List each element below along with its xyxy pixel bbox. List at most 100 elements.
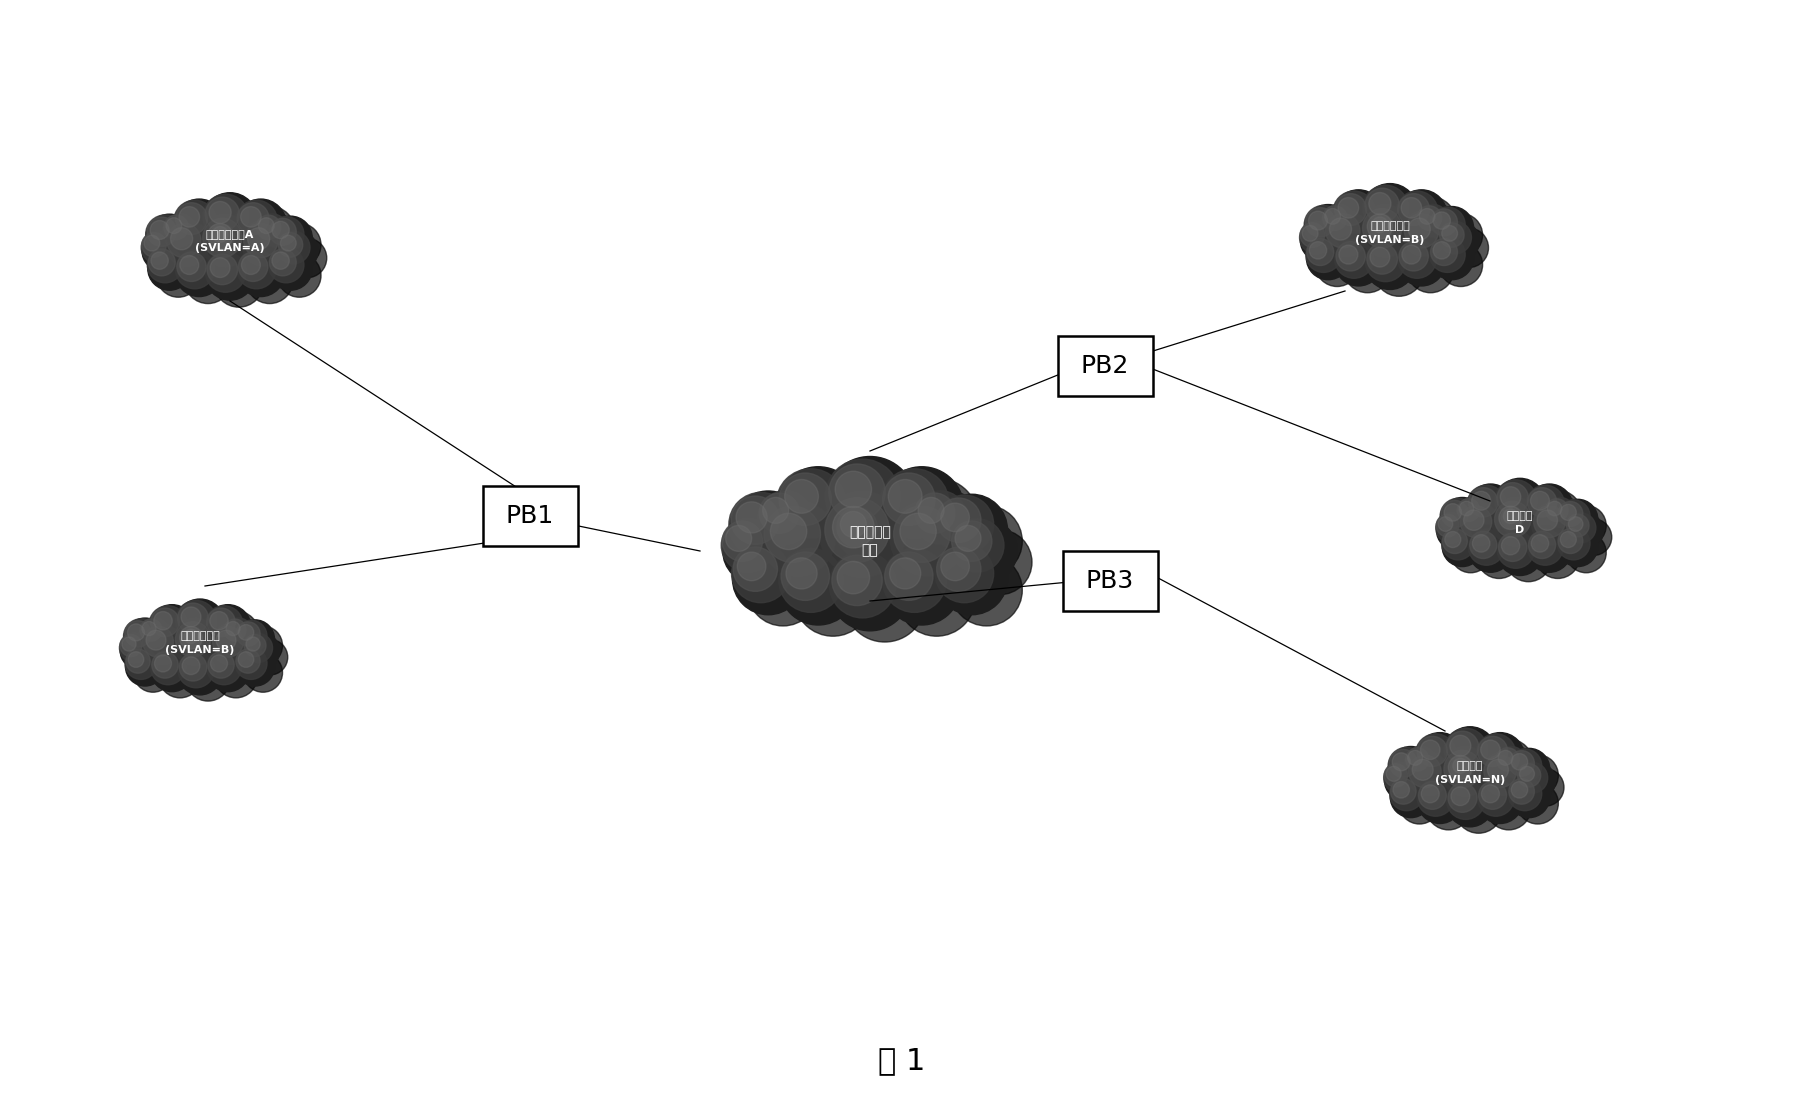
Circle shape	[1557, 499, 1598, 540]
Circle shape	[1306, 237, 1342, 272]
Circle shape	[1422, 784, 1440, 803]
Circle shape	[942, 503, 969, 532]
Circle shape	[824, 498, 889, 562]
Circle shape	[1393, 781, 1409, 798]
Circle shape	[1440, 221, 1472, 253]
Circle shape	[1450, 754, 1488, 792]
Circle shape	[1362, 209, 1402, 248]
Circle shape	[224, 619, 245, 641]
Circle shape	[1449, 503, 1492, 548]
Text: PB2: PB2	[1081, 354, 1129, 378]
Circle shape	[1431, 207, 1474, 250]
Circle shape	[244, 223, 278, 258]
Circle shape	[173, 221, 213, 260]
Circle shape	[1398, 241, 1429, 271]
Circle shape	[1331, 211, 1371, 251]
Circle shape	[1490, 496, 1550, 554]
Circle shape	[1533, 490, 1582, 538]
Circle shape	[722, 521, 763, 561]
Circle shape	[1477, 779, 1514, 817]
Circle shape	[1447, 731, 1479, 763]
Circle shape	[143, 231, 182, 271]
Circle shape	[1396, 753, 1441, 798]
Circle shape	[936, 547, 981, 591]
Circle shape	[776, 469, 846, 538]
Circle shape	[249, 226, 305, 281]
Circle shape	[157, 611, 204, 657]
Circle shape	[1418, 206, 1441, 230]
Circle shape	[1418, 779, 1454, 817]
Circle shape	[126, 649, 150, 673]
Circle shape	[175, 249, 224, 297]
Circle shape	[1463, 510, 1485, 530]
Circle shape	[1371, 190, 1427, 246]
Circle shape	[213, 627, 244, 657]
Circle shape	[124, 621, 152, 647]
Circle shape	[918, 498, 943, 523]
Circle shape	[157, 253, 200, 298]
Circle shape	[770, 513, 806, 550]
Circle shape	[832, 556, 882, 605]
Circle shape	[954, 526, 981, 551]
Circle shape	[1490, 758, 1542, 810]
Circle shape	[148, 624, 184, 660]
Text: PB3: PB3	[1086, 569, 1135, 593]
Circle shape	[889, 501, 965, 575]
Circle shape	[280, 236, 296, 251]
Circle shape	[121, 633, 155, 669]
Circle shape	[1322, 206, 1348, 230]
Circle shape	[1467, 484, 1514, 531]
Circle shape	[1485, 755, 1517, 788]
Circle shape	[837, 507, 877, 548]
Circle shape	[1443, 529, 1467, 553]
Circle shape	[1387, 748, 1425, 784]
Circle shape	[1436, 513, 1474, 549]
Circle shape	[1339, 246, 1358, 264]
Circle shape	[785, 480, 819, 513]
Circle shape	[1310, 228, 1349, 268]
Circle shape	[913, 491, 967, 544]
Circle shape	[200, 214, 251, 267]
Circle shape	[1445, 729, 1486, 771]
Circle shape	[779, 547, 857, 625]
Circle shape	[1512, 781, 1528, 798]
Circle shape	[207, 652, 235, 678]
Circle shape	[1532, 503, 1573, 546]
Circle shape	[1414, 752, 1452, 790]
Circle shape	[124, 618, 166, 661]
Circle shape	[1533, 506, 1566, 538]
Circle shape	[1369, 214, 1394, 239]
Circle shape	[1499, 533, 1526, 561]
Circle shape	[1508, 777, 1550, 818]
Circle shape	[186, 657, 231, 701]
Circle shape	[269, 217, 303, 252]
Circle shape	[747, 554, 819, 625]
Circle shape	[1459, 501, 1474, 516]
Circle shape	[128, 652, 144, 668]
Circle shape	[218, 230, 258, 269]
Circle shape	[1530, 491, 1550, 510]
Circle shape	[1467, 503, 1503, 540]
Circle shape	[1476, 490, 1523, 538]
Circle shape	[1420, 209, 1434, 224]
Circle shape	[1432, 212, 1450, 229]
Circle shape	[1528, 529, 1562, 565]
Circle shape	[915, 493, 954, 533]
Circle shape	[139, 618, 168, 647]
Circle shape	[1481, 740, 1501, 760]
Circle shape	[953, 519, 1017, 583]
Circle shape	[1306, 239, 1333, 266]
Circle shape	[233, 624, 267, 660]
Circle shape	[175, 599, 226, 649]
Circle shape	[141, 622, 189, 672]
Circle shape	[1566, 513, 1597, 543]
Circle shape	[1402, 211, 1447, 256]
Circle shape	[179, 651, 215, 688]
Circle shape	[1431, 239, 1458, 266]
Circle shape	[148, 629, 198, 678]
Circle shape	[1414, 758, 1467, 810]
Circle shape	[1485, 739, 1533, 788]
Circle shape	[166, 218, 182, 233]
Circle shape	[1393, 769, 1431, 807]
Circle shape	[1458, 501, 1508, 552]
